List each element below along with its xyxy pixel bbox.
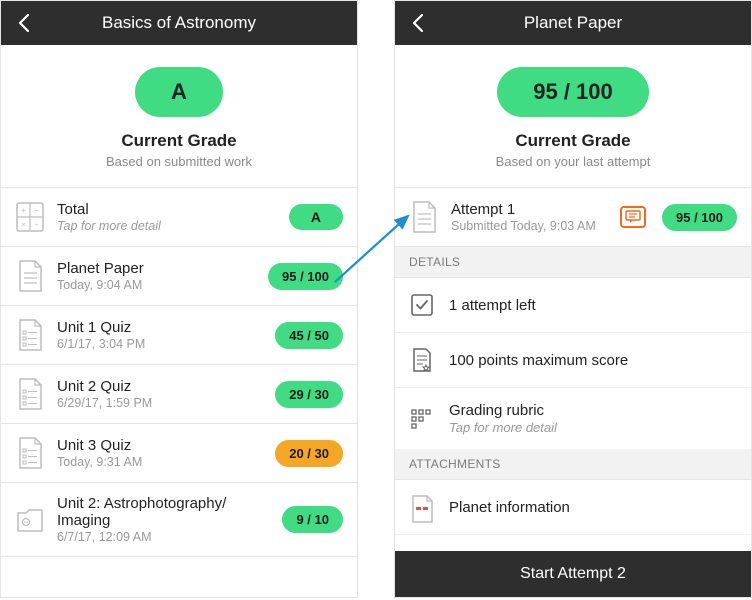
rubric-icon [409, 406, 435, 432]
attempt-row[interactable]: Attempt 1 Submitted Today, 9:03 AM 95 / … [395, 188, 751, 247]
folder-icon [15, 503, 45, 537]
row-title: Planet Paper [57, 260, 256, 277]
row-subtext: 6/29/17, 1:59 PM [57, 396, 263, 410]
svg-text:−: − [34, 206, 39, 215]
svg-text:+: + [21, 206, 26, 215]
grade-row-planet-paper[interactable]: Planet Paper Today, 9:04 AM 95 / 100 [1, 247, 357, 306]
score-pill: 95 / 100 [662, 204, 737, 231]
feedback-icon[interactable] [620, 206, 646, 228]
header: Planet Paper [395, 1, 751, 45]
page-title: Planet Paper [407, 13, 739, 33]
score-pill: 45 / 50 [275, 322, 343, 349]
details-section-header: DETAILS [395, 247, 751, 278]
quiz-icon [15, 318, 45, 352]
grade-heading: Current Grade [395, 131, 751, 151]
detail-subtext: Tap for more detail [449, 420, 737, 435]
score-pill: 9 / 10 [282, 506, 343, 533]
row-subtext: 6/7/17, 12:09 AM [57, 530, 270, 544]
detail-max-score: 100 points maximum score [395, 333, 751, 388]
row-title: Unit 2 Quiz [57, 378, 263, 395]
row-title: Total [57, 201, 277, 218]
grade-row-unit2-astrophotography[interactable]: Unit 2: Astrophotography/ Imaging 6/7/17… [1, 483, 357, 557]
row-subtext: Tap for more detail [57, 219, 277, 233]
current-grade-panel: 95 / 100 Current Grade Based on your las… [395, 45, 751, 188]
attachment-row[interactable]: Planet information [395, 480, 751, 535]
points-icon [409, 347, 435, 373]
score-pill: A [289, 204, 343, 230]
grade-heading: Current Grade [1, 131, 357, 151]
course-grades-screen: Basics of Astronomy A Current Grade Base… [0, 0, 358, 598]
current-grade-panel: A Current Grade Based on submitted work [1, 45, 357, 188]
grade-subtext: Based on submitted work [1, 154, 357, 169]
grade-row-unit3-quiz[interactable]: Unit 3 Quiz Today, 9:31 AM 20 / 30 [1, 424, 357, 483]
svg-text:÷: ÷ [35, 222, 39, 229]
attempt-subtext: Submitted Today, 9:03 AM [451, 219, 608, 233]
score-pill: 29 / 30 [275, 381, 343, 408]
calculator-icon: +− × ÷ [15, 200, 45, 234]
header: Basics of Astronomy [1, 1, 357, 45]
document-icon [15, 259, 45, 293]
row-title: Unit 1 Quiz [57, 319, 263, 336]
score-pill: 95 / 100 [268, 263, 343, 290]
detail-text: 1 attempt left [449, 297, 737, 314]
attempt-title: Attempt 1 [451, 201, 608, 218]
row-title: Unit 2: Astrophotography/ Imaging [57, 495, 270, 529]
attachments-section-header: ATTACHMENTS [395, 449, 751, 480]
attachment-file-icon [409, 494, 435, 520]
quiz-icon [15, 377, 45, 411]
detail-text: 100 points maximum score [449, 352, 737, 369]
grade-badge: A [135, 67, 223, 117]
assignment-detail-screen: Planet Paper 95 / 100 Current Grade Base… [394, 0, 752, 598]
score-pill: 20 / 30 [275, 440, 343, 467]
row-subtext: 6/1/17, 3:04 PM [57, 337, 263, 351]
detail-attempts-left: 1 attempt left [395, 278, 751, 333]
row-subtext: Today, 9:04 AM [57, 278, 256, 292]
grade-row-unit1-quiz[interactable]: Unit 1 Quiz 6/1/17, 3:04 PM 45 / 50 [1, 306, 357, 365]
checkbox-icon [409, 292, 435, 318]
quiz-icon [15, 436, 45, 470]
row-title: Unit 3 Quiz [57, 437, 263, 454]
svg-text:×: × [21, 222, 25, 229]
grade-badge: 95 / 100 [497, 67, 649, 117]
grade-row-total[interactable]: +− × ÷ Total Tap for more detail A [1, 188, 357, 247]
row-subtext: Today, 9:31 AM [57, 455, 263, 469]
start-attempt-button[interactable]: Start Attempt 2 [395, 551, 751, 597]
attachment-name: Planet information [449, 499, 737, 516]
document-icon [409, 200, 439, 234]
grade-row-unit2-quiz[interactable]: Unit 2 Quiz 6/29/17, 1:59 PM 29 / 30 [1, 365, 357, 424]
grade-subtext: Based on your last attempt [395, 154, 751, 169]
detail-text: Grading rubric [449, 402, 737, 419]
detail-grading-rubric[interactable]: Grading rubric Tap for more detail [395, 388, 751, 449]
page-title: Basics of Astronomy [13, 13, 345, 33]
